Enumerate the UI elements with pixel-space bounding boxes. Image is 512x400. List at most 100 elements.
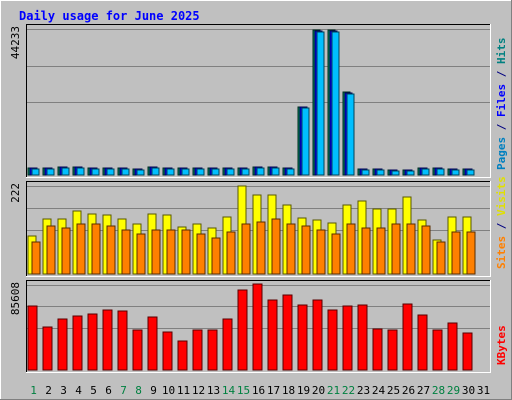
bar-sites-day-9 (151, 229, 161, 275)
bar-pages-day-20 (316, 31, 325, 176)
bar-kbytes-day-18 (282, 294, 293, 371)
bar-kbytes-day-8 (132, 329, 143, 371)
panel-legend-label: KBytes (495, 325, 508, 365)
bar-sites-day-30 (466, 231, 476, 275)
bar-sites-day-24 (376, 227, 386, 275)
bar-kbytes-day-22 (342, 305, 353, 371)
bar-sites-day-2 (46, 225, 56, 275)
bar-sites-day-22 (346, 223, 356, 275)
bar-sites-day-17 (271, 218, 281, 275)
bar-kbytes-day-10 (162, 331, 173, 371)
chart-title: Daily usage for June 2025 (19, 9, 200, 23)
bar-pages-day-5 (91, 168, 100, 176)
x-tick-label-day-24: 24 (372, 384, 386, 397)
series-pages (31, 31, 475, 176)
x-tick-label-day-18: 18 (282, 384, 295, 397)
x-tick-label-day-3: 3 (60, 384, 67, 397)
bar-pages-day-10 (166, 168, 175, 176)
bar-pages-day-9 (151, 167, 160, 176)
series-kbytes (27, 283, 473, 371)
bar-kbytes-day-13 (207, 329, 218, 371)
legend-segment: KBytes (495, 325, 508, 365)
legend-segment: / (495, 64, 508, 84)
panel-max-label: 222 (9, 183, 22, 203)
bar-pages-day-6 (106, 168, 115, 176)
bar-sites-day-25 (391, 223, 401, 275)
bar-pages-day-14 (226, 168, 235, 176)
bar-kbytes-day-2 (42, 326, 53, 371)
bar-sites-day-6 (106, 225, 116, 275)
x-tick-label-day-21: 21 (327, 384, 340, 397)
bar-pages-day-16 (256, 167, 265, 176)
bar-pages-day-17 (271, 167, 280, 176)
bar-kbytes-day-24 (372, 328, 383, 371)
bar-pages-day-1 (31, 168, 40, 176)
bar-kbytes-day-21 (327, 309, 338, 371)
x-tick-label-day-5: 5 (90, 384, 97, 397)
panel-max-label: 85608 (9, 282, 22, 315)
bar-kbytes-day-15 (237, 289, 248, 371)
bar-kbytes-day-5 (87, 313, 98, 371)
x-tick-label-day-17: 17 (267, 384, 280, 397)
bar-sites-day-1 (31, 241, 41, 275)
panel-pages-files-hits: 44233 Pages / Files / Hits (9, 24, 508, 178)
x-tick-label-day-22: 22 (342, 384, 355, 397)
legend-segment: Visits (495, 176, 508, 216)
bar-pages-day-19 (301, 107, 310, 176)
bar-kbytes-day-27 (417, 314, 428, 371)
bar-kbytes-day-9 (147, 316, 158, 371)
bar-sites-day-16 (256, 221, 266, 275)
x-tick-label-day-7: 7 (120, 384, 127, 397)
x-tick-label-day-23: 23 (357, 384, 370, 397)
legend-segment: Pages (495, 137, 508, 170)
bar-kbytes-day-19 (297, 304, 308, 371)
bar-kbytes-day-25 (387, 329, 398, 371)
legend-segment: Hits (495, 38, 508, 65)
bar-pages-day-8 (136, 169, 145, 176)
x-axis-labels: 1 2 3 4 5 6 7 8 9 10 11 12 13 14 15 16 17 18 19 20 21 22 23 24 2… (30, 384, 490, 397)
x-tick-label-day-13: 13 (207, 384, 220, 397)
chart-panels: 44233 Pages / Files / Hits 222 Sites / Visi… (9, 24, 508, 373)
panel-legend-label: Sites / Visits (495, 176, 508, 269)
bar-pages-day-29 (451, 169, 460, 176)
panel-legend-label: Pages / Files / Hits (495, 38, 508, 171)
x-tick-label-day-19: 19 (297, 384, 310, 397)
bar-kbytes-day-7 (117, 310, 128, 371)
bar-kbytes-day-14 (222, 318, 233, 371)
legend-segment: / (495, 117, 508, 137)
bar-kbytes-day-6 (102, 309, 113, 371)
bar-kbytes-day-17 (267, 299, 278, 371)
bar-sites-day-29 (451, 231, 461, 275)
bar-kbytes-day-1 (27, 305, 38, 371)
bar-sites-day-20 (316, 229, 326, 275)
bar-pages-day-2 (46, 168, 55, 176)
bar-pages-day-27 (421, 168, 430, 176)
x-tick-label-day-2: 2 (45, 384, 52, 397)
bar-sites-day-23 (361, 227, 371, 275)
bar-pages-day-3 (61, 167, 70, 176)
x-tick-label-day-8: 8 (135, 384, 142, 397)
bar-sites-day-26 (406, 223, 416, 275)
x-tick-label-day-30: 30 (462, 384, 475, 397)
bar-kbytes-day-20 (312, 299, 323, 371)
bar-kbytes-day-30 (462, 332, 473, 371)
bar-sites-day-27 (421, 225, 431, 275)
bar-pages-day-25 (391, 170, 400, 176)
panel-kbytes: 85608 KBytes (9, 280, 508, 373)
bar-sites-day-13 (211, 237, 221, 275)
x-tick-label-day-15: 15 (237, 384, 250, 397)
bar-sites-day-19 (301, 225, 311, 275)
x-tick-label-day-4: 4 (75, 384, 82, 397)
x-tick-label-day-27: 27 (417, 384, 430, 397)
x-tick-label-day-14: 14 (222, 384, 236, 397)
bar-kbytes-day-26 (402, 303, 413, 371)
bar-pages-day-18 (286, 168, 295, 176)
bar-sites-day-7 (121, 229, 131, 275)
bar-pages-day-21 (331, 31, 340, 176)
bar-pages-day-23 (361, 169, 370, 176)
bar-sites-day-21 (331, 233, 341, 275)
bar-pages-day-26 (406, 170, 415, 176)
x-tick-label-day-10: 10 (162, 384, 175, 397)
bar-sites-day-4 (76, 223, 86, 275)
bar-pages-day-24 (376, 169, 385, 176)
